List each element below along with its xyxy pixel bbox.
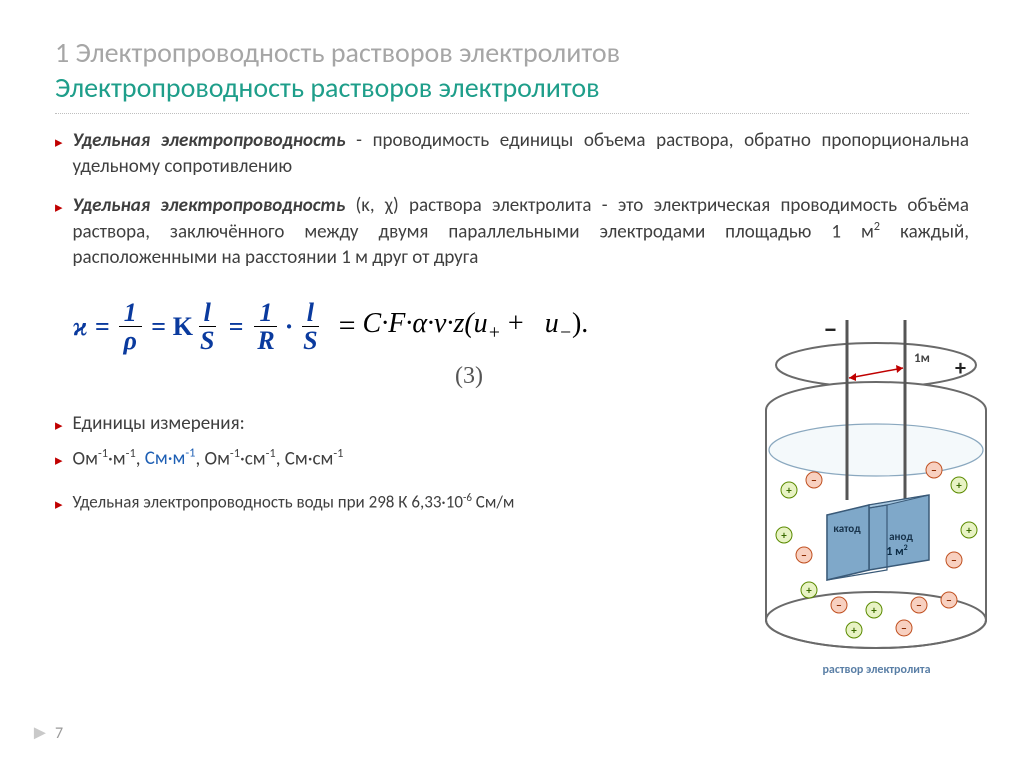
bullet-1: ▸ Удельная электропроводность - проводим…	[55, 128, 969, 179]
ion-minus: −	[806, 472, 822, 488]
ion-minus: −	[911, 597, 927, 613]
svg-text:+: +	[871, 604, 877, 617]
title-line-2: Электропроводность растворов электролито…	[55, 70, 969, 105]
formula-rhs: C·F·α·ν·z(u+ + u−).	[363, 305, 589, 347]
frac-1-over-rho: 1 ρ	[119, 299, 142, 355]
diagram-caption: раствор электролита	[759, 663, 994, 677]
svg-text:−: −	[836, 599, 841, 612]
svg-text:−: −	[916, 599, 921, 612]
ion-plus: +	[776, 527, 792, 543]
ion-minus: −	[926, 462, 942, 478]
svg-text:−: −	[801, 549, 806, 562]
svg-text:−: −	[946, 594, 951, 607]
svg-text:+: +	[781, 529, 787, 542]
bullet-2-text: Удельная электропроводность (κ, χ) раств…	[73, 193, 969, 270]
ion-plus: +	[846, 622, 862, 638]
ion-minus: −	[946, 552, 962, 568]
slide-title: 1 Электропроводность растворов электроли…	[55, 35, 969, 105]
svg-text:+: +	[786, 484, 792, 497]
ion-plus: +	[866, 602, 882, 618]
bullet-marker-icon: ▸	[55, 198, 63, 218]
ion-plus: +	[801, 582, 817, 598]
ion-minus: −	[941, 592, 957, 608]
note-text: Удельная электропроводность воды при 298…	[73, 490, 515, 515]
bullet-units: ▸ Ом-1·м-1, См·м-1, Ом-1·см-1, См·см-1	[55, 446, 745, 472]
frac-1-over-r: 1 R	[252, 299, 279, 355]
bullet-2: ▸ Удельная электропроводность (κ, χ) рас…	[55, 193, 969, 270]
svg-text:−: −	[951, 554, 956, 567]
plus-sign: +	[955, 354, 966, 381]
svg-text:−: −	[901, 622, 906, 635]
anode-label: анод	[889, 530, 913, 543]
bullet-marker-icon: ▸	[55, 133, 63, 153]
units-text: Ом-1·м-1, См·м-1, Ом-1·см-1, См·см-1	[73, 446, 344, 472]
frac-l-over-s: l S	[195, 299, 219, 355]
units-label: Единицы измерения:	[73, 411, 245, 437]
ion-minus: −	[796, 547, 812, 563]
page-number: 7	[55, 724, 63, 743]
frac-l-over-s-2: l S	[298, 299, 322, 355]
bullet-1-text: Удельная электропроводность - проводимос…	[73, 128, 969, 179]
back-arrow-icon: ►	[30, 721, 50, 745]
electrolyte-cell-diagram: − + 1м катод анод 1 м2	[759, 320, 994, 685]
bullet-marker-icon: ▸	[55, 416, 63, 436]
bullet-1-term: Удельная электропроводность	[73, 129, 346, 152]
bullet-2-term: Удельная электропроводность	[73, 194, 346, 217]
title-divider	[55, 113, 969, 114]
bullet-marker-icon: ▸	[55, 495, 63, 515]
distance-label: 1м	[914, 351, 930, 366]
ion-minus: −	[896, 620, 912, 636]
cathode-label: катод	[833, 522, 861, 535]
svg-text:+: +	[966, 524, 972, 537]
bullet-units-label: ▸ Единицы измерения:	[55, 411, 745, 437]
svg-text:+: +	[851, 624, 857, 637]
svg-text:+: +	[806, 584, 812, 597]
svg-text:−: −	[931, 464, 936, 477]
ion-minus: −	[831, 597, 847, 613]
formula-kappa: ϰ	[73, 309, 88, 344]
bullet-note: ▸ Удельная электропроводность воды при 2…	[55, 490, 745, 515]
ion-plus: +	[781, 482, 797, 498]
title-line-1: 1 Электропроводность растворов электроли…	[55, 35, 969, 70]
bullet-marker-icon: ▸	[55, 451, 63, 471]
svg-text:−: −	[811, 474, 816, 487]
ion-plus: +	[961, 522, 977, 538]
ion-plus: +	[951, 477, 967, 493]
svg-text:+: +	[956, 479, 962, 492]
minus-sign: −	[824, 320, 837, 345]
